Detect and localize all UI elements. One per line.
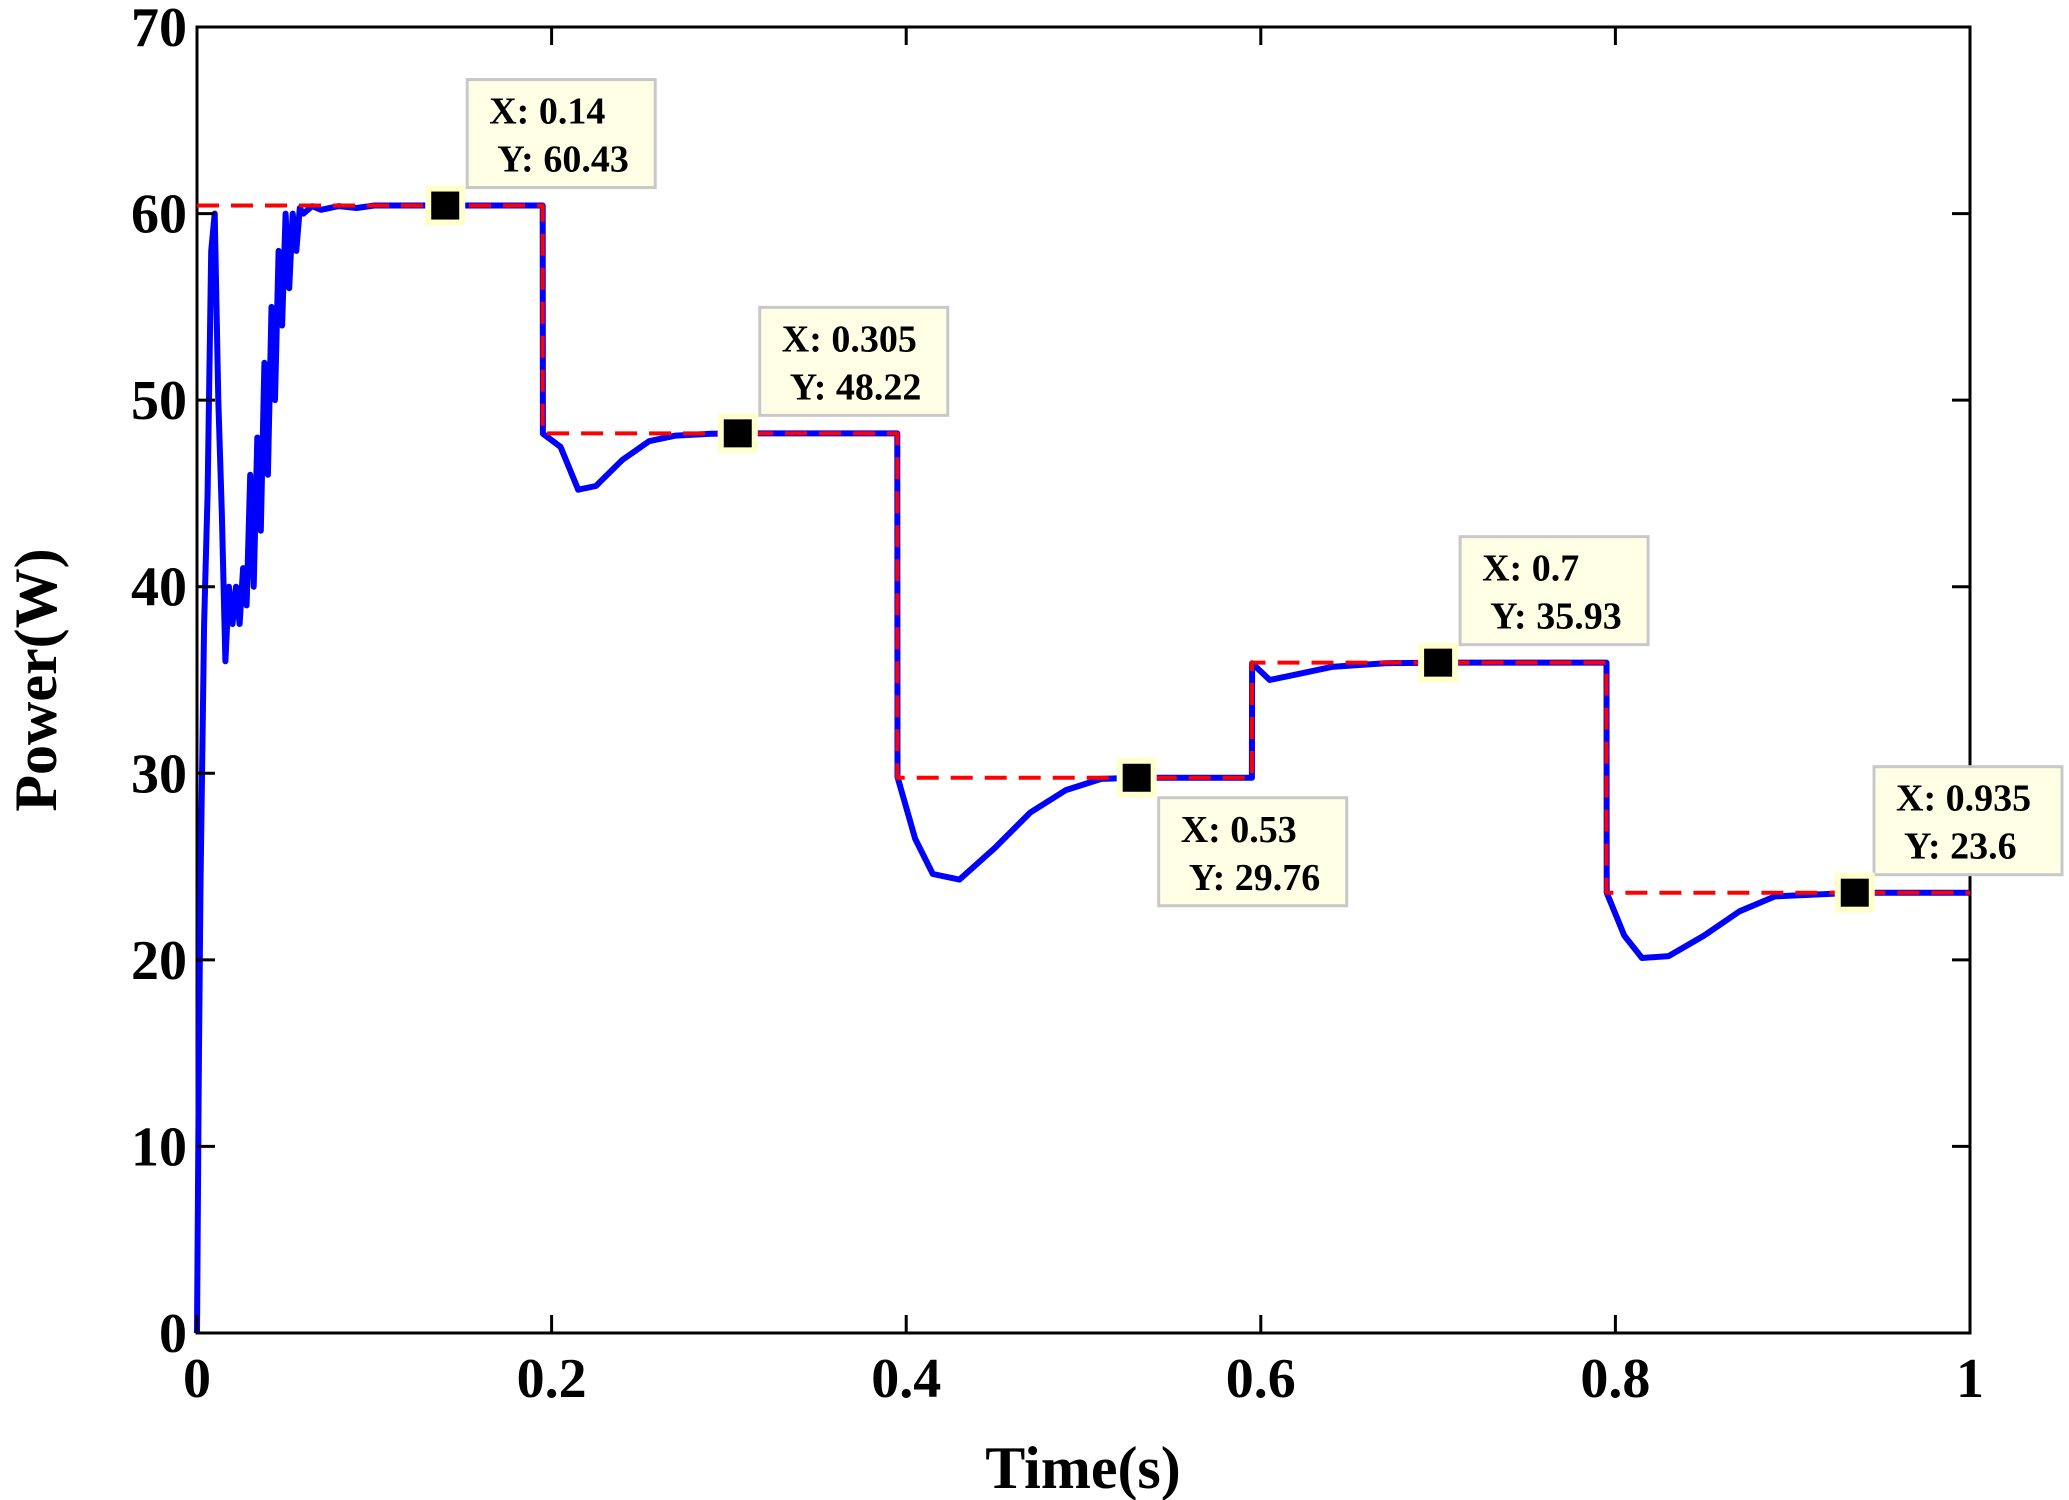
y-tick-label: 70 bbox=[131, 0, 187, 59]
datatip-marker bbox=[1840, 878, 1869, 907]
datatip-x-text: X: 0.305 bbox=[782, 318, 917, 360]
datatip-box bbox=[1157, 796, 1349, 908]
datatip: X: 0.305 Y: 48.22 bbox=[717, 305, 950, 454]
datatip: X: 0.7 Y: 35.93 bbox=[1418, 535, 1650, 683]
plot-area bbox=[195, 25, 1972, 1335]
datatip-layer: X: 0.14 Y: 60.43 X: 0.305 Y: 48.22 X: 0.53 Y:… bbox=[425, 78, 2064, 913]
datatip-y-text: Y: 48.22 bbox=[790, 366, 922, 408]
x-tick-label: 0 bbox=[183, 1348, 211, 1410]
reference-power-line bbox=[197, 203, 1970, 895]
datatip-box bbox=[1872, 765, 2064, 877]
datatip-x-text: X: 0.53 bbox=[1181, 809, 1297, 851]
x-tick-label: 0.8 bbox=[1580, 1348, 1650, 1410]
datatip-marker bbox=[431, 191, 460, 220]
datatip-marker bbox=[1424, 648, 1453, 677]
datatip: X: 0.53 Y: 29.76 bbox=[1116, 757, 1349, 908]
datatip-y-text: Y: 35.93 bbox=[1490, 596, 1622, 638]
datatip-box bbox=[758, 305, 950, 417]
datatip: X: 0.14 Y: 60.43 bbox=[425, 78, 657, 226]
datatip-x-text: X: 0.7 bbox=[1482, 548, 1579, 590]
datatip-y-text: Y: 23.6 bbox=[1904, 826, 2017, 868]
datatip-marker bbox=[723, 419, 752, 448]
y-tick-label: 50 bbox=[131, 370, 187, 432]
x-axis-title: Time(s) bbox=[985, 1435, 1181, 1500]
y-tick-label: 20 bbox=[131, 930, 187, 992]
datatip-marker bbox=[1122, 763, 1151, 792]
y-axis-title: Power(W) bbox=[3, 548, 69, 811]
datatip-x-text: X: 0.14 bbox=[489, 91, 605, 133]
datatip-x-text: X: 0.935 bbox=[1896, 778, 2031, 820]
datatip-box bbox=[465, 78, 657, 190]
y-tick-label: 30 bbox=[131, 743, 187, 805]
y-tick-label: 60 bbox=[131, 184, 187, 246]
x-tick-label: 1 bbox=[1956, 1348, 1984, 1410]
x-tick-label: 0.2 bbox=[517, 1348, 587, 1410]
y-tick-label: 0 bbox=[159, 1303, 187, 1365]
datatip: X: 0.935 Y: 23.6 bbox=[1834, 765, 2064, 913]
datatip-box bbox=[1458, 535, 1650, 647]
datatip-y-text: Y: 29.76 bbox=[1189, 857, 1321, 899]
y-tick-label: 40 bbox=[131, 557, 187, 619]
x-tick-label: 0.4 bbox=[871, 1348, 941, 1410]
x-tick-label: 0.6 bbox=[1226, 1348, 1296, 1410]
datatip-y-text: Y: 60.43 bbox=[497, 139, 629, 181]
y-tick-label: 10 bbox=[131, 1116, 187, 1178]
